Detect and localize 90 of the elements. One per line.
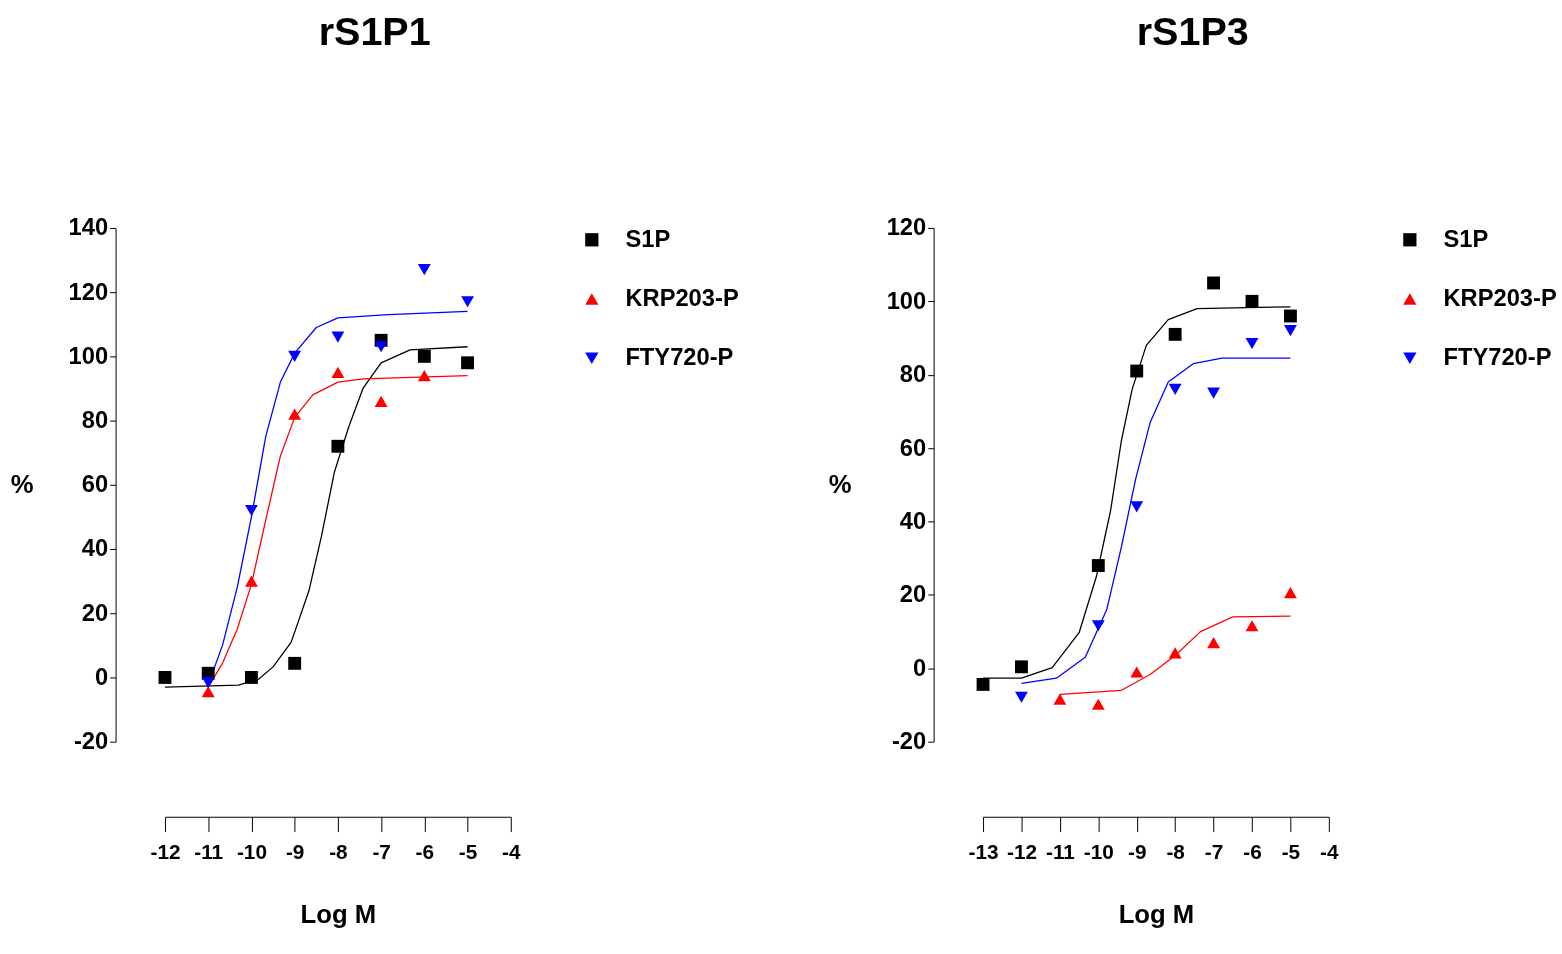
legend-label: KRP203-P bbox=[1443, 284, 1557, 311]
x-tick-label: -5 bbox=[1281, 839, 1301, 863]
point bbox=[1207, 637, 1221, 649]
x-tick-label: -4 bbox=[502, 839, 521, 863]
chart-title: rS1P3 bbox=[1136, 9, 1249, 54]
point bbox=[1130, 364, 1144, 378]
point bbox=[374, 341, 388, 353]
point bbox=[1015, 660, 1028, 674]
point bbox=[1168, 327, 1182, 341]
point bbox=[288, 350, 302, 362]
x-tick-label: -7 bbox=[1204, 839, 1224, 863]
point bbox=[1015, 691, 1028, 703]
x-tick-label: -6 bbox=[1243, 839, 1262, 863]
point bbox=[1283, 309, 1297, 323]
point bbox=[1130, 666, 1144, 678]
point bbox=[1091, 698, 1105, 710]
point bbox=[461, 356, 474, 370]
x-tick-label: -5 bbox=[458, 839, 478, 863]
point bbox=[201, 677, 215, 689]
point bbox=[1283, 325, 1297, 337]
point bbox=[976, 678, 990, 691]
x-tick-label: -6 bbox=[415, 839, 435, 863]
chart-title: rS1P1 bbox=[318, 9, 431, 54]
point bbox=[158, 671, 172, 684]
point bbox=[1053, 693, 1067, 705]
y-tick-label: -20 bbox=[891, 728, 927, 755]
y-tick-label: 40 bbox=[81, 535, 109, 562]
point bbox=[1207, 387, 1221, 399]
point bbox=[417, 370, 431, 382]
point bbox=[245, 575, 258, 587]
x-tick-label: -7 bbox=[372, 839, 391, 863]
line-series bbox=[1020, 357, 1292, 684]
point bbox=[1130, 501, 1144, 513]
point bbox=[288, 656, 302, 670]
y-axis-title: % bbox=[10, 470, 34, 499]
y-tick-label: 20 bbox=[81, 599, 109, 626]
x-tick-label: -12 bbox=[150, 839, 181, 863]
point bbox=[1283, 587, 1297, 599]
y-tick-label: 140 bbox=[68, 214, 109, 241]
line-series bbox=[164, 346, 469, 688]
x-tick-label: -13 bbox=[968, 839, 999, 863]
point bbox=[1091, 620, 1105, 632]
y-tick-label: 40 bbox=[899, 507, 927, 534]
x-tick-label: -11 bbox=[1045, 839, 1075, 863]
x-tick-label: -12 bbox=[1006, 839, 1037, 863]
x-tick-label: -11 bbox=[194, 839, 224, 863]
y-tick-label: 100 bbox=[68, 342, 109, 369]
y-tick-label: 120 bbox=[68, 278, 109, 305]
x-tick-label: -10 bbox=[1083, 839, 1114, 863]
point bbox=[1168, 647, 1182, 659]
point bbox=[1245, 620, 1259, 632]
point bbox=[331, 366, 345, 378]
point bbox=[374, 395, 388, 407]
point bbox=[288, 408, 302, 420]
point bbox=[461, 296, 474, 308]
x-axis-title: Log M bbox=[300, 899, 377, 928]
legend-label: S1P bbox=[1443, 225, 1489, 252]
legend-label: FTY720-P bbox=[625, 344, 734, 371]
x-tick-label: -9 bbox=[285, 839, 305, 863]
point bbox=[1168, 383, 1182, 395]
legend-label: KRP203-P bbox=[625, 284, 739, 311]
y-tick-label: 60 bbox=[81, 471, 109, 498]
point bbox=[417, 349, 431, 363]
x-tick-label: -8 bbox=[1166, 839, 1185, 863]
x-tick-label: -9 bbox=[1128, 839, 1147, 863]
y-tick-label: 20 bbox=[899, 581, 927, 608]
point bbox=[1245, 337, 1259, 350]
y-tick-label: 0 bbox=[913, 654, 927, 681]
point bbox=[417, 264, 431, 276]
point bbox=[245, 671, 258, 684]
point bbox=[1245, 294, 1259, 308]
point bbox=[331, 331, 345, 343]
y-tick-label: 80 bbox=[81, 407, 109, 433]
point bbox=[331, 439, 345, 453]
x-tick-label: -4 bbox=[1320, 839, 1340, 863]
y-axis-title: % bbox=[828, 470, 852, 499]
y-tick-label: 60 bbox=[899, 434, 927, 461]
legend-label: S1P bbox=[625, 225, 671, 252]
x-tick-label: -10 bbox=[236, 839, 267, 863]
y-tick-label: 80 bbox=[899, 361, 927, 388]
y-tick-label: -20 bbox=[73, 728, 109, 755]
point bbox=[1091, 559, 1105, 572]
x-tick-label: -8 bbox=[329, 839, 348, 863]
point bbox=[201, 686, 215, 698]
x-axis-title: Log M bbox=[1118, 899, 1195, 928]
y-tick-label: 120 bbox=[886, 214, 927, 241]
legend-label: FTY720-P bbox=[1443, 344, 1552, 371]
y-tick-label: 100 bbox=[886, 287, 927, 314]
y-tick-label: 0 bbox=[95, 663, 109, 690]
point bbox=[1207, 276, 1221, 290]
